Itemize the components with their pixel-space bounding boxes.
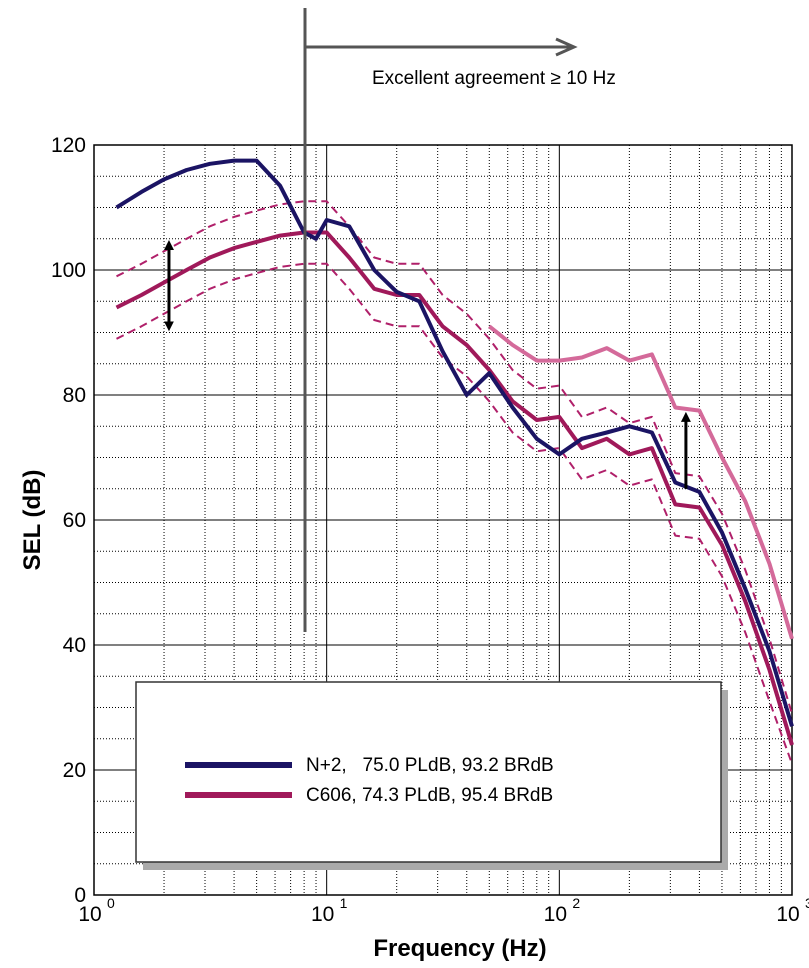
series-layer xyxy=(115,158,794,765)
series-line-n2 xyxy=(115,158,794,727)
y-tick-label: 60 xyxy=(63,509,86,532)
x-tick-label-exponent: 2 xyxy=(572,895,580,911)
x-tick-label: 10 xyxy=(544,903,567,926)
plot-frame xyxy=(93,144,793,896)
annotation-text: Excellent agreement ≥ 10 Hz xyxy=(372,68,616,89)
x-tick-label-exponent: 1 xyxy=(340,895,348,911)
legend: N+2, 75.0 PLdB, 93.2 BRdB C606, 74.3 PLd… xyxy=(135,681,728,870)
x-tick-label: 10 xyxy=(776,903,799,926)
x-tick-label-exponent: 3 xyxy=(805,895,809,911)
y-tick-label: 100 xyxy=(51,259,86,282)
legend-label-c606: C606, 74.3 PLdB, 95.4 BRdB xyxy=(306,785,553,806)
x-tick-label: 10 xyxy=(311,903,334,926)
series-line-pink xyxy=(488,324,794,640)
y-tick-label: 40 xyxy=(63,634,86,657)
y-axis-label: SEL (dB) xyxy=(19,470,46,571)
series-line-c606 xyxy=(115,230,794,746)
annotation-arrowhead xyxy=(555,37,578,57)
legend-label-n2: N+2, 75.0 PLdB, 93.2 BRdB xyxy=(306,755,554,776)
x-axis-label: Frequency (Hz) xyxy=(373,935,546,962)
y-tick-label: 20 xyxy=(63,759,86,782)
arrow-layer xyxy=(163,240,691,489)
legend-box xyxy=(135,681,722,863)
confidence-band-line xyxy=(116,262,793,765)
annotation: Excellent agreement ≥ 10 Hz xyxy=(303,8,616,632)
x-tick-label-exponent: 0 xyxy=(107,895,115,911)
y-tick-label: 0 xyxy=(74,884,86,907)
y-tick-label: 80 xyxy=(63,384,86,407)
x-tick-label: 10 xyxy=(78,903,101,926)
confidence-band-line xyxy=(116,200,793,715)
y-tick-label: 120 xyxy=(51,134,86,157)
